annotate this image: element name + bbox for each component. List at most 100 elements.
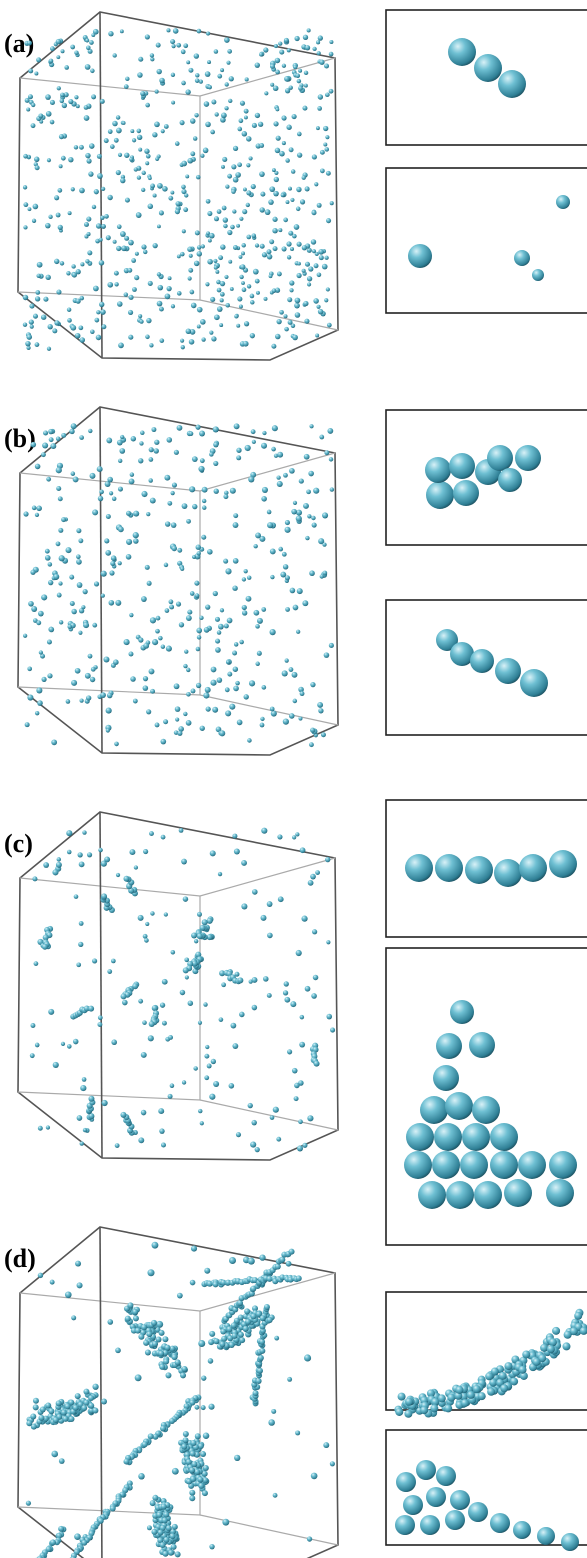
sphere bbox=[170, 1533, 176, 1539]
sphere bbox=[195, 78, 200, 83]
sphere bbox=[25, 722, 30, 727]
sphere bbox=[143, 250, 147, 254]
sphere bbox=[30, 1023, 35, 1028]
sphere bbox=[286, 125, 291, 130]
sphere bbox=[91, 667, 96, 672]
sphere bbox=[190, 1451, 196, 1457]
sphere bbox=[111, 555, 117, 561]
sphere bbox=[294, 1096, 299, 1101]
sphere bbox=[143, 685, 149, 691]
sphere bbox=[48, 1408, 54, 1414]
sphere bbox=[67, 318, 72, 323]
sphere bbox=[97, 466, 103, 472]
sphere bbox=[124, 236, 129, 241]
sphere bbox=[225, 82, 229, 86]
sphere bbox=[35, 296, 40, 301]
sphere bbox=[308, 471, 314, 477]
sphere bbox=[96, 335, 102, 341]
sphere bbox=[315, 870, 320, 875]
sphere bbox=[58, 528, 63, 533]
cube-inner bbox=[20, 858, 335, 896]
sphere bbox=[165, 608, 170, 613]
sphere bbox=[90, 329, 95, 334]
sphere bbox=[46, 111, 52, 117]
sphere bbox=[202, 499, 206, 503]
sphere bbox=[34, 72, 38, 76]
sphere bbox=[540, 1344, 548, 1352]
sphere bbox=[242, 610, 247, 615]
sphere bbox=[71, 187, 75, 191]
sphere bbox=[69, 575, 74, 580]
sphere bbox=[259, 143, 264, 148]
sphere bbox=[446, 1181, 474, 1209]
sphere bbox=[251, 233, 256, 238]
sphere bbox=[177, 1293, 183, 1299]
sphere bbox=[253, 610, 259, 616]
sphere bbox=[186, 692, 191, 697]
sphere bbox=[262, 487, 268, 493]
sphere bbox=[38, 611, 44, 617]
sphere bbox=[286, 200, 290, 204]
sphere bbox=[188, 276, 192, 280]
sphere bbox=[232, 650, 237, 655]
sphere bbox=[292, 672, 298, 678]
sphere bbox=[296, 1275, 302, 1281]
sphere bbox=[139, 319, 143, 323]
sphere bbox=[217, 74, 222, 79]
sphere bbox=[297, 242, 302, 247]
sphere bbox=[460, 1151, 488, 1179]
sphere bbox=[48, 1009, 54, 1015]
sphere bbox=[242, 287, 247, 292]
sphere bbox=[255, 533, 261, 539]
sphere bbox=[104, 214, 109, 219]
sphere bbox=[103, 656, 109, 662]
sphere bbox=[232, 209, 236, 213]
sphere bbox=[405, 1398, 413, 1406]
sphere bbox=[298, 1119, 303, 1124]
sphere bbox=[200, 1451, 206, 1457]
sphere bbox=[236, 455, 241, 460]
sphere bbox=[60, 93, 65, 98]
sphere bbox=[191, 1440, 197, 1446]
sphere bbox=[107, 477, 113, 483]
sphere bbox=[177, 254, 181, 258]
sphere bbox=[121, 993, 127, 999]
sphere bbox=[313, 975, 319, 981]
sphere bbox=[292, 1068, 298, 1074]
sphere bbox=[264, 91, 268, 95]
sphere bbox=[73, 1405, 79, 1411]
sphere bbox=[221, 1336, 227, 1342]
sphere bbox=[297, 79, 302, 84]
sphere bbox=[71, 471, 76, 476]
sphere bbox=[248, 1258, 255, 1265]
sphere bbox=[317, 272, 322, 277]
sphere bbox=[33, 314, 38, 319]
sphere bbox=[36, 506, 42, 512]
sphere bbox=[218, 255, 223, 260]
sphere bbox=[157, 183, 163, 189]
sphere bbox=[200, 319, 206, 325]
sphere bbox=[146, 318, 151, 323]
sphere bbox=[85, 38, 89, 42]
sphere bbox=[549, 850, 577, 878]
sphere bbox=[56, 1400, 62, 1406]
sphere bbox=[205, 282, 209, 286]
sphere bbox=[255, 662, 259, 666]
sphere bbox=[261, 828, 267, 834]
sphere bbox=[187, 158, 193, 164]
sphere bbox=[132, 1309, 138, 1315]
sphere bbox=[67, 850, 72, 855]
sphere bbox=[197, 251, 202, 256]
sphere bbox=[229, 1257, 236, 1264]
sphere bbox=[220, 68, 224, 72]
sphere bbox=[504, 1179, 532, 1207]
sphere bbox=[231, 1322, 237, 1328]
sphere bbox=[23, 295, 29, 301]
sphere bbox=[198, 466, 204, 472]
sphere bbox=[244, 321, 249, 326]
sphere bbox=[289, 1249, 295, 1255]
sphere bbox=[287, 255, 291, 259]
sphere bbox=[162, 1517, 168, 1523]
sphere bbox=[184, 193, 188, 197]
sphere bbox=[148, 281, 153, 286]
